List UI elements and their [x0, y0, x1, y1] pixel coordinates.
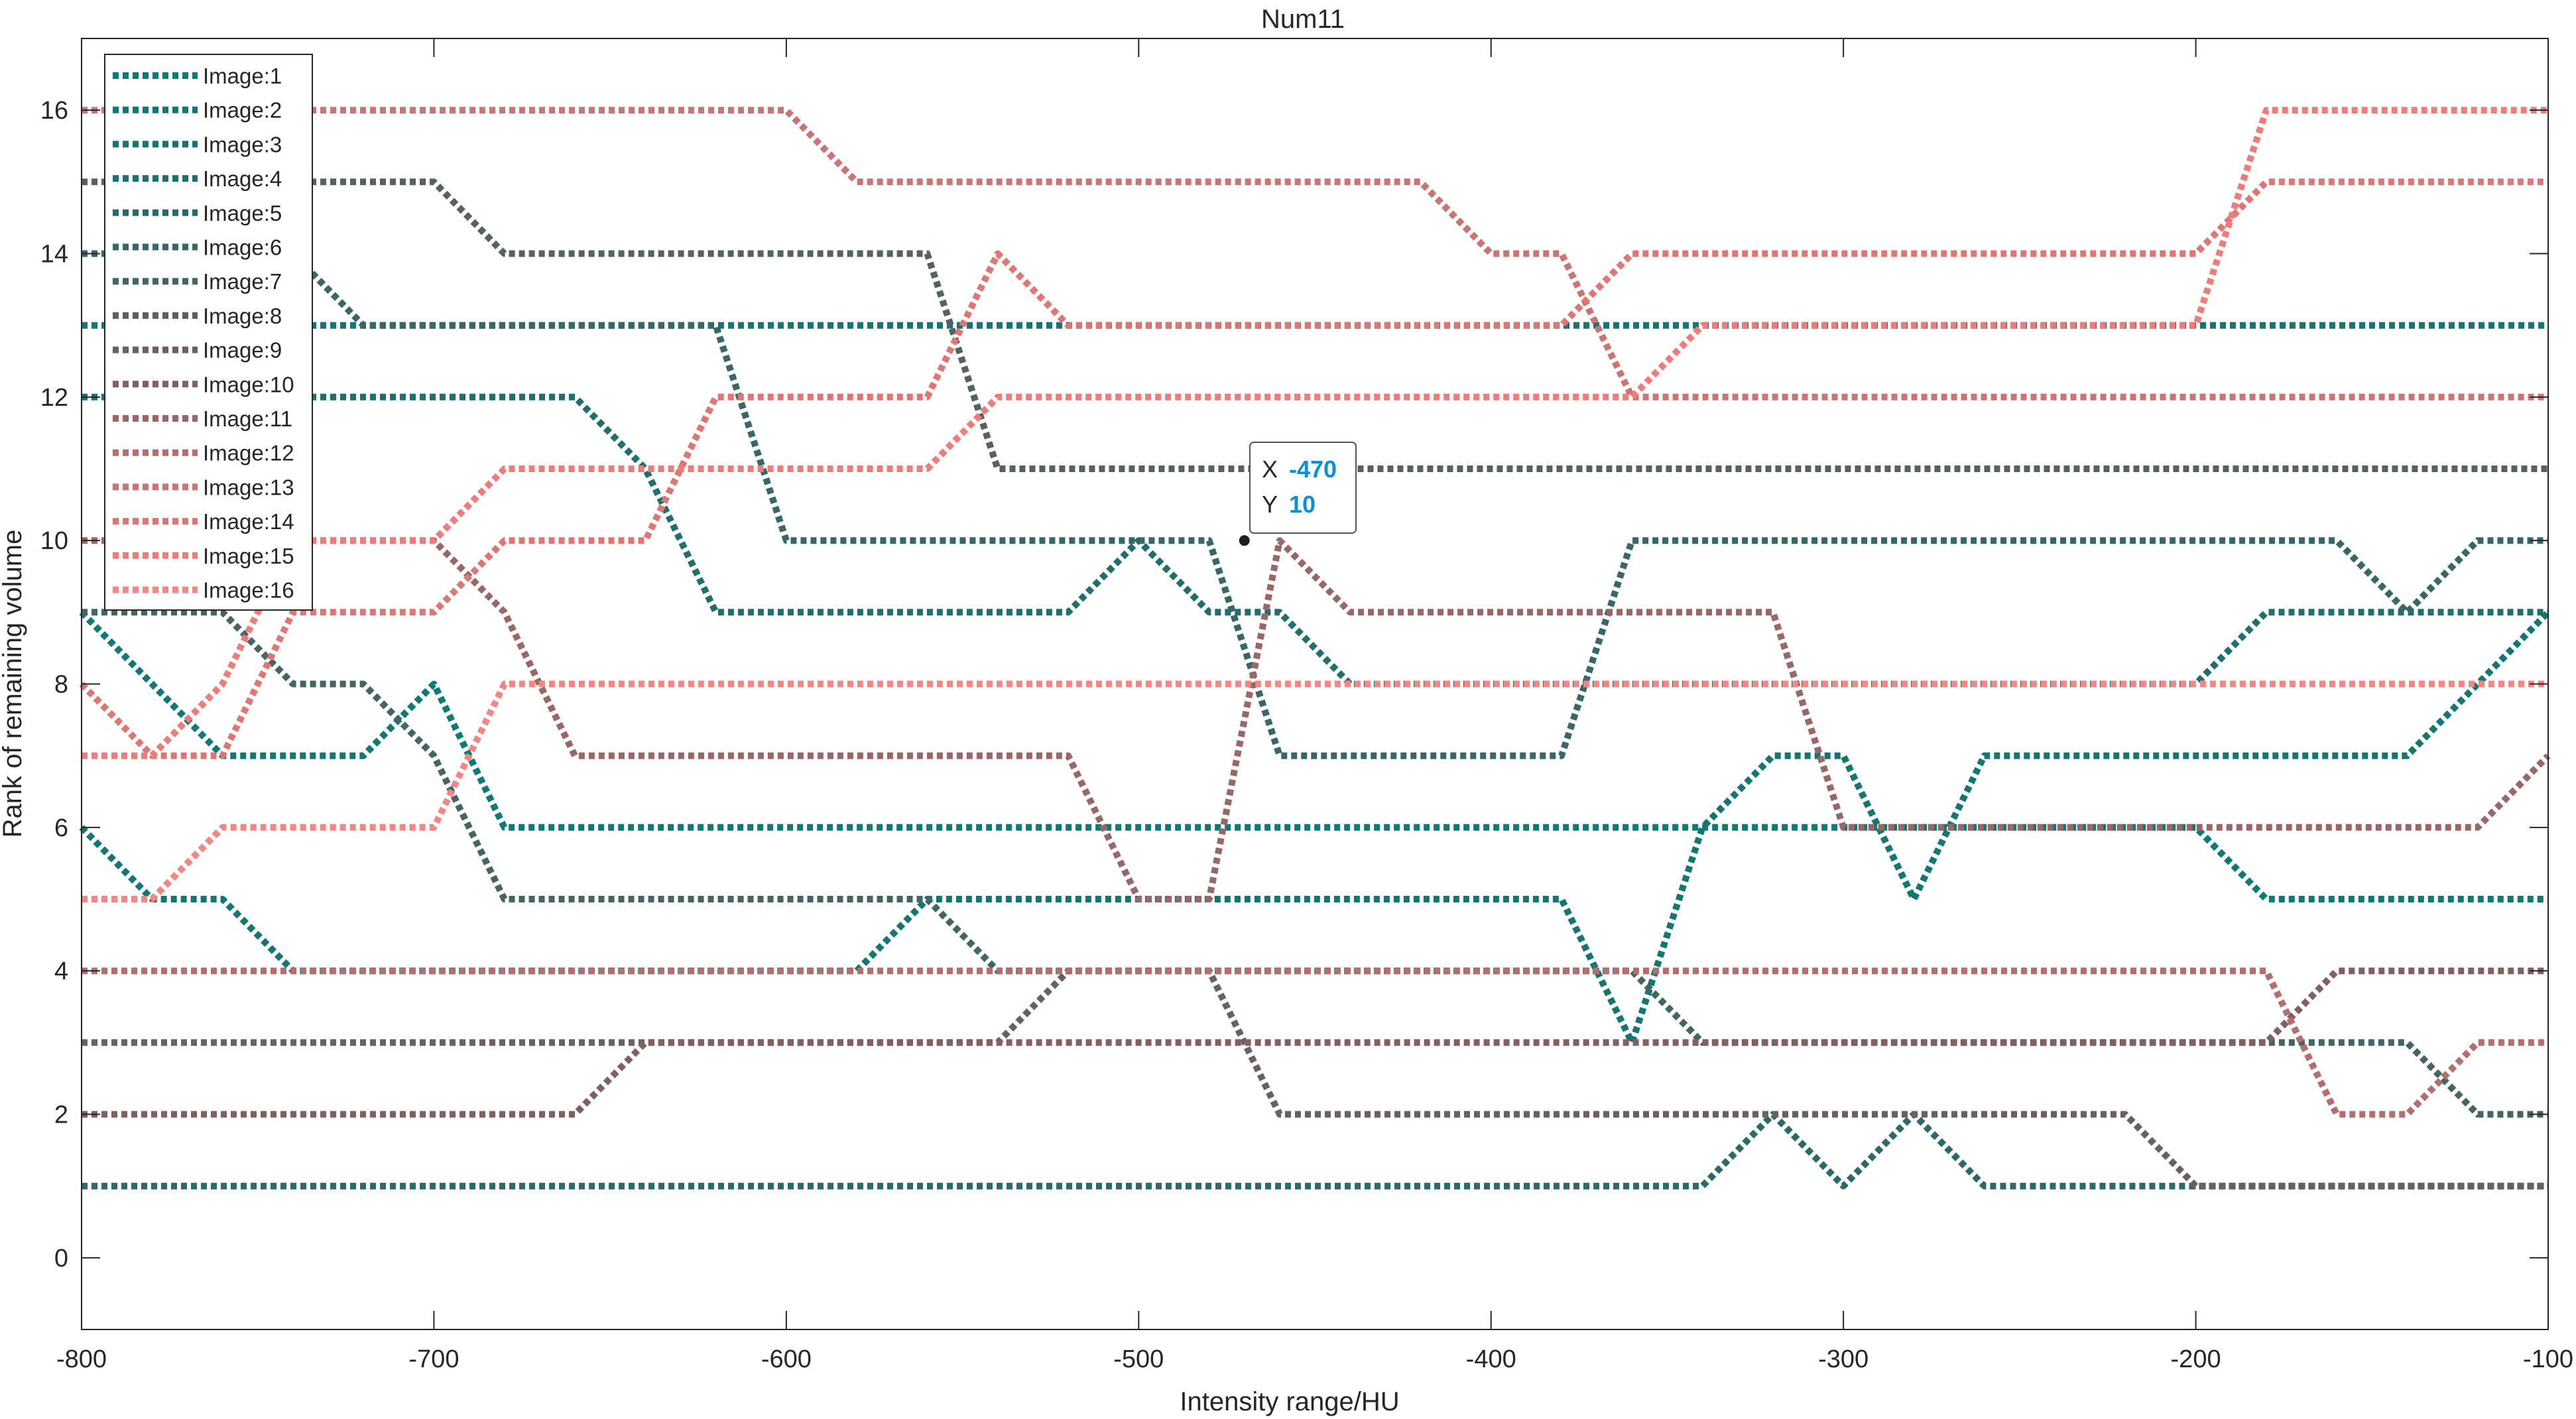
series-line-image-9: [82, 967, 2548, 1190]
y-axis-label: Rank of remaining volume: [0, 530, 27, 838]
series-line-image-8: [82, 178, 2548, 472]
series-line-image-15: [82, 107, 2548, 759]
y-axis: 0 2 4 6 8 10 12 14 16: [40, 97, 2548, 1272]
data-tip-y-value: 10: [1289, 491, 1316, 518]
legend-label-image-10: Image:10: [203, 372, 294, 397]
y-tick-label: 16: [40, 97, 68, 125]
legend-label-image-2: Image:2: [203, 98, 282, 123]
y-tick-label: 2: [54, 1101, 68, 1129]
series-line-image-10: [82, 967, 2548, 1118]
series-line-image-4: [82, 393, 2548, 688]
series-line-image-13: [82, 107, 2548, 401]
legend-label-image-1: Image:1: [203, 64, 282, 88]
series-line-image-6: [82, 250, 2548, 759]
x-axis-label: Intensity range/HU: [1180, 1387, 1399, 1416]
x-tick-label: -500: [1113, 1345, 1164, 1373]
legend-label-image-6: Image:6: [203, 235, 282, 260]
x-tick-label: -600: [761, 1345, 812, 1373]
x-tick-label: -400: [1466, 1345, 1516, 1373]
series-line-image-16: [82, 680, 2548, 902]
y-tick-label: 8: [54, 671, 68, 699]
series-line-image-5: [82, 1111, 2548, 1190]
data-tip[interactable]: X -470 Y 10: [1239, 442, 1357, 546]
legend-label-image-5: Image:5: [203, 201, 282, 225]
series-layer: [79, 107, 2551, 1190]
legend-label-image-16: Image:16: [203, 578, 294, 603]
y-tick-label: 6: [54, 814, 68, 842]
series-line-image-11: [82, 537, 2551, 902]
x-tick-label: -800: [56, 1345, 107, 1373]
data-tip-x-value: -470: [1289, 456, 1337, 483]
legend[interactable]: Image:1 Image:2 Image:3 Image:4 Image:5 Image…: [104, 54, 313, 611]
x-tick-label: -100: [2523, 1345, 2573, 1373]
data-tip-y-label: Y: [1262, 491, 1278, 518]
series-line-image-12: [82, 967, 2548, 1118]
legend-label-image-3: Image:3: [203, 132, 282, 156]
legend-label-image-9: Image:9: [203, 338, 282, 363]
y-tick-label: 14: [40, 241, 68, 269]
y-tick-label: 12: [40, 384, 68, 412]
series-line-image-14: [79, 178, 2548, 759]
legend-label-image-15: Image:15: [203, 544, 294, 568]
legend-label-image-4: Image:4: [203, 166, 282, 191]
y-tick-label: 0: [54, 1245, 68, 1272]
y-tick-label: 4: [54, 957, 68, 985]
legend-items: Image:1 Image:2 Image:3 Image:4 Image:5 Image…: [113, 64, 294, 603]
legend-label-image-14: Image:14: [203, 509, 294, 534]
series-line-image-1: [79, 609, 2548, 902]
legend-label-image-13: Image:13: [203, 475, 294, 499]
x-tick-label: -700: [408, 1345, 459, 1373]
legend-label-image-8: Image:8: [203, 304, 282, 328]
data-tip-marker: [1239, 535, 1250, 546]
x-tick-label: -300: [1818, 1345, 1869, 1373]
x-tick-label: -200: [2171, 1345, 2221, 1373]
legend-label-image-12: Image:12: [203, 441, 294, 465]
legend-label-image-7: Image:7: [203, 269, 282, 294]
legend-label-image-11: Image:11: [203, 406, 292, 431]
legend-box: [104, 54, 313, 611]
chart-title: Num11: [1261, 5, 1345, 34]
data-tip-x-label: X: [1262, 456, 1278, 483]
y-tick-label: 10: [40, 527, 68, 555]
x-axis: -800 -700 -600 -500 -400 -300 -200 -100: [56, 38, 2573, 1373]
data-tip-box: [1249, 442, 1357, 534]
